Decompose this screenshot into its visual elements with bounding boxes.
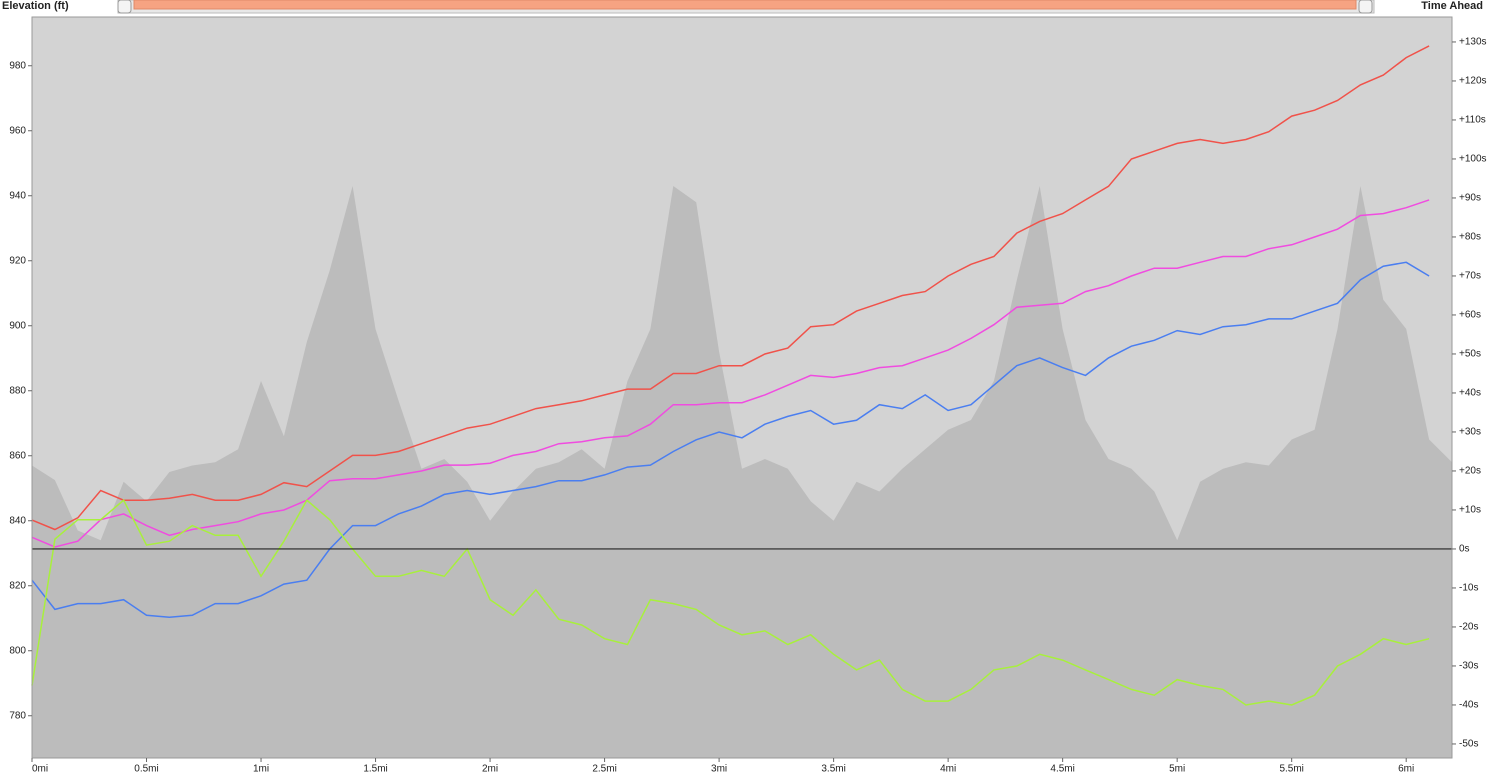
y2-tick-label: +80s <box>1459 232 1481 243</box>
elevation-area <box>32 186 1452 758</box>
x-tick-label: 1.5mi <box>363 764 387 775</box>
range-slider-fill <box>133 0 1357 10</box>
time-ahead-line <box>31 499 1430 706</box>
y2-tick-label: +90s <box>1459 193 1481 204</box>
y-tick-label: 960 <box>9 125 26 136</box>
y-tick-label: 840 <box>9 515 26 526</box>
y2-tick-label: -30s <box>1459 661 1478 672</box>
time-ahead-line <box>31 45 1430 531</box>
y-tick-label: 820 <box>9 580 26 591</box>
y2-tick-label: +10s <box>1459 505 1481 516</box>
x-tick-label: 0.5mi <box>134 764 158 775</box>
x-tick-label: 5.5mi <box>1279 764 1303 775</box>
y2-tick-label: +40s <box>1459 388 1481 399</box>
y-tick-label: 780 <box>9 710 26 721</box>
y2-tick-label: +70s <box>1459 271 1481 282</box>
y2-tick-label: +100s <box>1459 154 1487 165</box>
y2-tick-label: +130s <box>1459 37 1487 48</box>
y-tick-label: 880 <box>9 385 26 396</box>
y-tick-label: 940 <box>9 190 26 201</box>
y2-axis-title: Time Ahead <box>1421 0 1483 12</box>
x-tick-label: 6mi <box>1398 764 1414 775</box>
x-tick-label: 3mi <box>711 764 727 775</box>
time-ahead-line <box>31 261 1430 618</box>
time-ahead-line <box>31 199 1430 548</box>
x-tick-label: 0mi <box>32 764 48 775</box>
x-tick-label: 4.5mi <box>1050 764 1074 775</box>
y2-tick-label: -20s <box>1459 622 1478 633</box>
x-tick-label: 4mi <box>940 764 956 775</box>
y2-tick-label: -50s <box>1459 739 1478 750</box>
y2-tick-label: +60s <box>1459 310 1481 321</box>
y-axis-title: Elevation (ft) <box>2 0 69 12</box>
x-tick-label: 5mi <box>1169 764 1185 775</box>
y-tick-label: 980 <box>9 60 26 71</box>
y-tick-label: 860 <box>9 450 26 461</box>
y2-tick-label: +20s <box>1459 466 1481 477</box>
y2-tick-label: 0s <box>1459 544 1470 555</box>
x-tick-label: 1mi <box>253 764 269 775</box>
y2-tick-label: +50s <box>1459 349 1481 360</box>
y-tick-label: 800 <box>9 645 26 656</box>
y2-tick-label: +120s <box>1459 76 1487 87</box>
x-tick-label: 2mi <box>482 764 498 775</box>
x-tick-label: 3.5mi <box>821 764 845 775</box>
range-slider-handle-left[interactable] <box>117 0 132 14</box>
range-slider-handle-right[interactable] <box>1358 0 1373 14</box>
y-tick-label: 920 <box>9 255 26 266</box>
y2-tick-label: +30s <box>1459 427 1481 438</box>
y2-tick-label: -40s <box>1459 700 1478 711</box>
y2-tick-label: +110s <box>1459 115 1486 126</box>
x-tick-label: 2.5mi <box>592 764 616 775</box>
y2-tick-label: -10s <box>1459 583 1478 594</box>
y-tick-label: 900 <box>9 320 26 331</box>
plot-frame <box>31 16 1453 759</box>
